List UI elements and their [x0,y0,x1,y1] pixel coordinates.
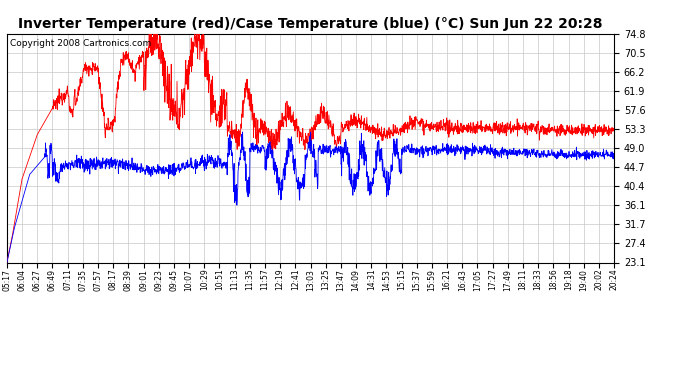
Title: Inverter Temperature (red)/Case Temperature (blue) (°C) Sun Jun 22 20:28: Inverter Temperature (red)/Case Temperat… [18,17,603,31]
Text: Copyright 2008 Cartronics.com: Copyright 2008 Cartronics.com [10,39,151,48]
